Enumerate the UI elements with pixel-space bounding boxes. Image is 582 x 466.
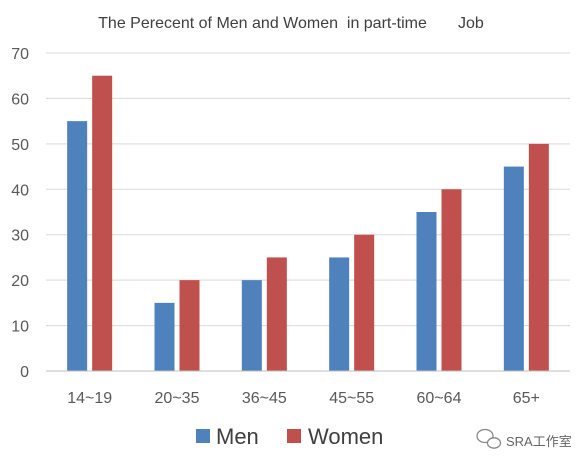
y-tick-label: 0	[20, 364, 29, 381]
bar-men-5	[503, 166, 524, 371]
bar-men-3	[329, 257, 350, 371]
bar-women-0	[92, 75, 113, 371]
y-tick-label: 40	[11, 182, 29, 199]
x-tick-label: 20~35	[155, 390, 200, 407]
bar-men-4	[416, 212, 437, 371]
legend-label-men: Men	[216, 424, 259, 449]
y-tick-label: 10	[11, 319, 29, 336]
bar-women-5	[528, 143, 549, 371]
bar-women-3	[354, 234, 375, 371]
y-tick-label: 60	[11, 91, 29, 108]
x-tick-label: 45~55	[329, 390, 374, 407]
y-tick-label: 50	[11, 137, 29, 154]
watermark: SRA工作室	[476, 428, 572, 449]
y-tick-label: 20	[11, 273, 29, 290]
bar-men-2	[241, 280, 262, 371]
chart-title: The Perecent of Men and Women in part-ti…	[98, 15, 484, 32]
bars	[67, 75, 549, 372]
legend-swatch-men	[196, 429, 210, 443]
legend: Men Women	[196, 424, 383, 449]
y-tick-label: 30	[11, 228, 29, 245]
bar-women-1	[179, 280, 200, 371]
gridlines	[46, 52, 570, 327]
bar-men-1	[154, 302, 175, 371]
legend-label-women: Women	[308, 424, 383, 449]
watermark-text: SRA工作室	[506, 434, 572, 449]
bar-women-2	[266, 257, 287, 371]
legend-swatch-women	[287, 429, 301, 443]
bar-men-0	[67, 121, 88, 372]
y-tick-label: 70	[11, 46, 29, 63]
x-tick-label: 65+	[513, 390, 540, 407]
wechat-icon	[476, 428, 502, 449]
y-axis: 0 10 20 30 40 50 60 70	[11, 46, 29, 381]
x-tick-label: 60~64	[417, 390, 462, 407]
bar-women-4	[441, 189, 462, 371]
x-tick-label: 36~45	[242, 390, 287, 407]
x-tick-label: 14~19	[67, 390, 112, 407]
x-axis: 14~19 20~35 36~45 45~55 60~64 65+	[46, 370, 570, 407]
